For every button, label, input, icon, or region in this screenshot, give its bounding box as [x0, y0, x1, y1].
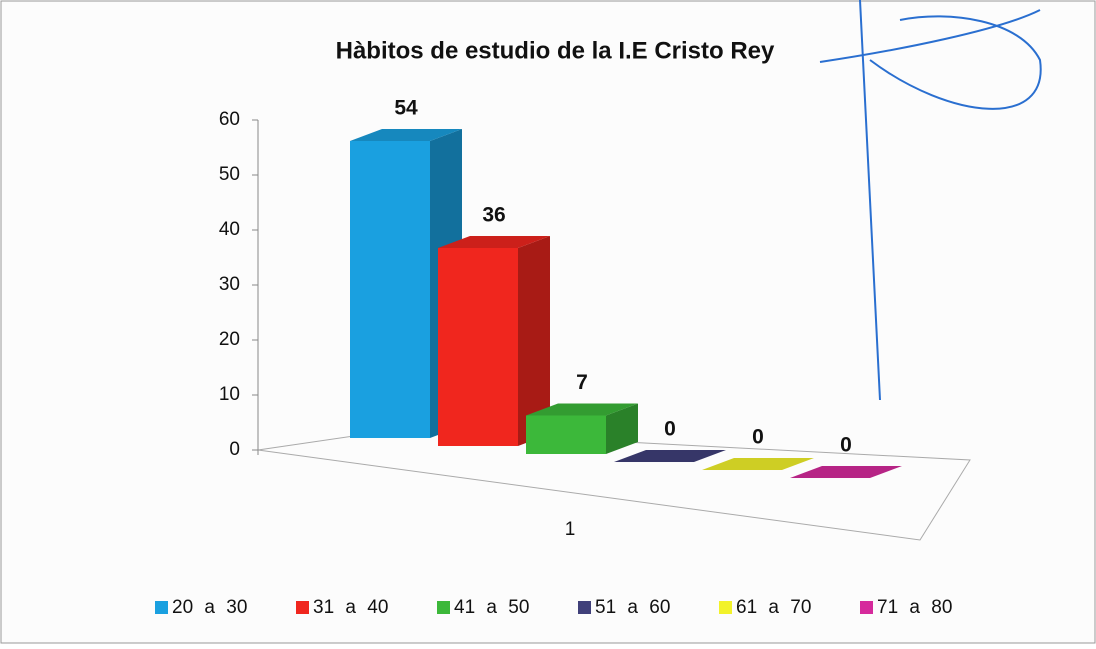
legend-label: 61 a 70 [736, 597, 811, 618]
legend-swatch [296, 601, 309, 614]
y-tick-label: 60 [219, 109, 240, 130]
legend-label: 31 a 40 [313, 597, 388, 618]
data-label: 0 [664, 418, 676, 441]
y-tick-label: 10 [219, 384, 240, 405]
legend-swatch [578, 601, 591, 614]
y-tick-label: 20 [219, 329, 240, 350]
bar [350, 141, 430, 438]
x-tick-label: 1 [565, 519, 576, 540]
data-label: 7 [576, 371, 588, 394]
data-label: 54 [394, 97, 418, 120]
legend-swatch [437, 601, 450, 614]
chart-title: Hàbitos de estudio de la I.E Cristo Rey [336, 37, 775, 64]
bar [526, 416, 606, 455]
y-tick-label: 30 [219, 274, 240, 295]
y-tick-label: 0 [229, 439, 240, 460]
y-tick-label: 50 [219, 164, 240, 185]
legend-label: 51 a 60 [595, 597, 670, 618]
legend-swatch [860, 601, 873, 614]
data-label: 0 [752, 426, 764, 449]
legend-label: 41 a 50 [454, 597, 529, 618]
legend-label: 20 a 30 [172, 597, 247, 618]
bar [438, 248, 518, 446]
data-label: 36 [482, 204, 505, 227]
legend-label: 71 a 80 [877, 597, 952, 618]
legend-swatch [719, 601, 732, 614]
y-tick-label: 40 [219, 219, 240, 240]
legend-swatch [155, 601, 168, 614]
data-label: 0 [840, 434, 852, 457]
